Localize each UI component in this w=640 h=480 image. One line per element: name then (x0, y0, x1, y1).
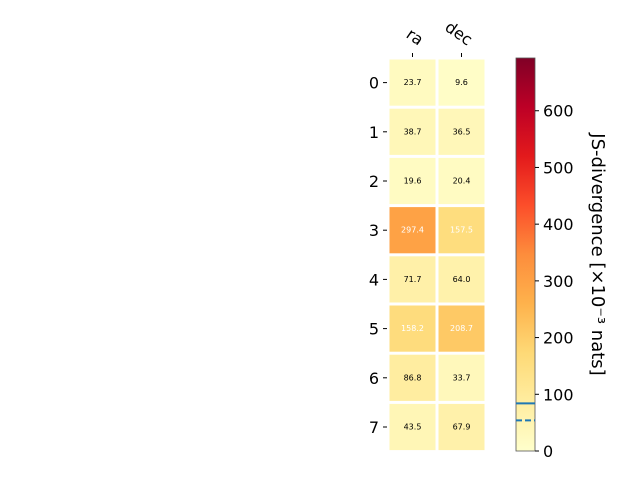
row-tick-label: 5 (369, 320, 379, 339)
colorbar-tick-label: 600 (543, 102, 574, 121)
row-tick-label: 4 (369, 270, 379, 289)
cell-value-label: 64.0 (453, 275, 471, 284)
row-tick-label: 6 (369, 369, 379, 388)
heatmap-cell (438, 403, 485, 451)
heatmap-cell (438, 108, 485, 155)
cell-value-label: 208.7 (450, 324, 473, 333)
cell-value-label: 43.5 (404, 423, 422, 432)
column-tick-label: dec (442, 17, 476, 49)
cell-value-label: 71.7 (404, 275, 422, 284)
heatmap-cell (438, 354, 485, 401)
cell-value-label: 20.4 (453, 177, 471, 186)
cell-value-label: 86.8 (404, 373, 422, 382)
heatmap-cell (438, 157, 485, 205)
cell-value-label: 23.7 (404, 78, 422, 87)
heatmap-cell (389, 108, 436, 155)
row-tick-label: 2 (369, 172, 379, 191)
row-tick-label: 3 (369, 221, 379, 240)
heatmap-cell (389, 207, 436, 254)
cell-value-label: 297.4 (401, 226, 424, 235)
heatmap-cell (389, 256, 436, 303)
row-tick-label: 0 (369, 74, 379, 93)
column-tick-label: ra (403, 24, 427, 49)
heatmap-cell (389, 157, 436, 205)
colorbar-label: JS-divergence [×10⁻³ nats] (587, 132, 608, 375)
row-tick-label: 1 (369, 123, 379, 142)
colorbar-frame (515, 57, 536, 452)
colorbar-tick-label: 200 (543, 329, 574, 348)
colorbar-tick-label: 400 (543, 215, 574, 234)
cell-value-label: 36.5 (453, 127, 471, 136)
cell-value-label: 67.9 (453, 423, 471, 432)
heatmap-cells: 23.7 9.6 38.7 36.5 19.6 20.4 297.4 157.5 71.7 64.… (389, 59, 485, 451)
heatmap-cell (389, 305, 436, 352)
heatmap-cell (438, 305, 485, 352)
cell-value-label: 158.2 (401, 324, 424, 333)
cell-value-label: 33.7 (453, 373, 471, 382)
row-tick-label: 7 (369, 418, 379, 437)
heatmap-cell (438, 256, 485, 303)
cell-value-label: 19.6 (404, 177, 422, 186)
heatmap-cell (389, 59, 436, 106)
cell-value-label: 38.7 (404, 127, 422, 136)
cell-value-label: 9.6 (455, 78, 468, 87)
colorbar-tick-label: 100 (543, 385, 574, 404)
colorbar-tick-label: 500 (543, 158, 574, 177)
cell-value-label: 157.5 (450, 226, 473, 235)
colorbar: 0 100 200 300 400 500 600 JS-divergence [×10⁻³ … (515, 57, 608, 461)
heatmap-cell (438, 59, 485, 106)
heatmap-cell (389, 354, 436, 401)
heatmap-cell (389, 403, 436, 451)
colorbar-tick-label: 300 (543, 272, 574, 291)
colorbar-gradient (516, 58, 535, 451)
heatmap-cell (438, 207, 485, 254)
colorbar-tick-label: 0 (543, 442, 553, 461)
